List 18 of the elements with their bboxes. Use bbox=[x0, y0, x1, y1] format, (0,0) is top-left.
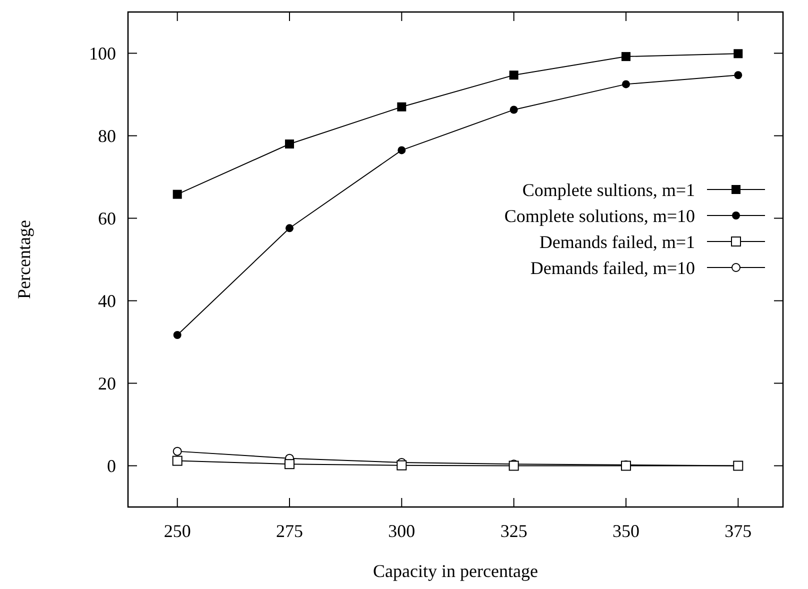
y-tick-label: 0 bbox=[107, 456, 116, 476]
x-tick-label: 350 bbox=[612, 521, 640, 541]
y-tick-label: 100 bbox=[89, 44, 116, 64]
y-tick-label: 20 bbox=[98, 374, 116, 394]
y-tick-label: 40 bbox=[98, 291, 116, 312]
legend-label: Demands failed, m=10 bbox=[530, 258, 695, 278]
x-axis-title: Capacity in percentage bbox=[373, 561, 538, 581]
legend-label: Complete sultions, m=1 bbox=[522, 180, 695, 200]
x-tick-label: 275 bbox=[276, 521, 304, 541]
x-tick-label: 250 bbox=[164, 521, 191, 541]
x-tick-label: 375 bbox=[724, 521, 752, 541]
y-axis-title: Percentage bbox=[14, 220, 34, 299]
legend-label: Demands failed, m=1 bbox=[539, 232, 695, 252]
x-tick-label: 300 bbox=[388, 521, 416, 541]
y-tick-label: 60 bbox=[98, 208, 116, 229]
y-tick-label: 80 bbox=[98, 126, 116, 146]
x-tick-label: 325 bbox=[500, 521, 528, 541]
legend-label: Complete solutions, m=10 bbox=[504, 206, 695, 226]
